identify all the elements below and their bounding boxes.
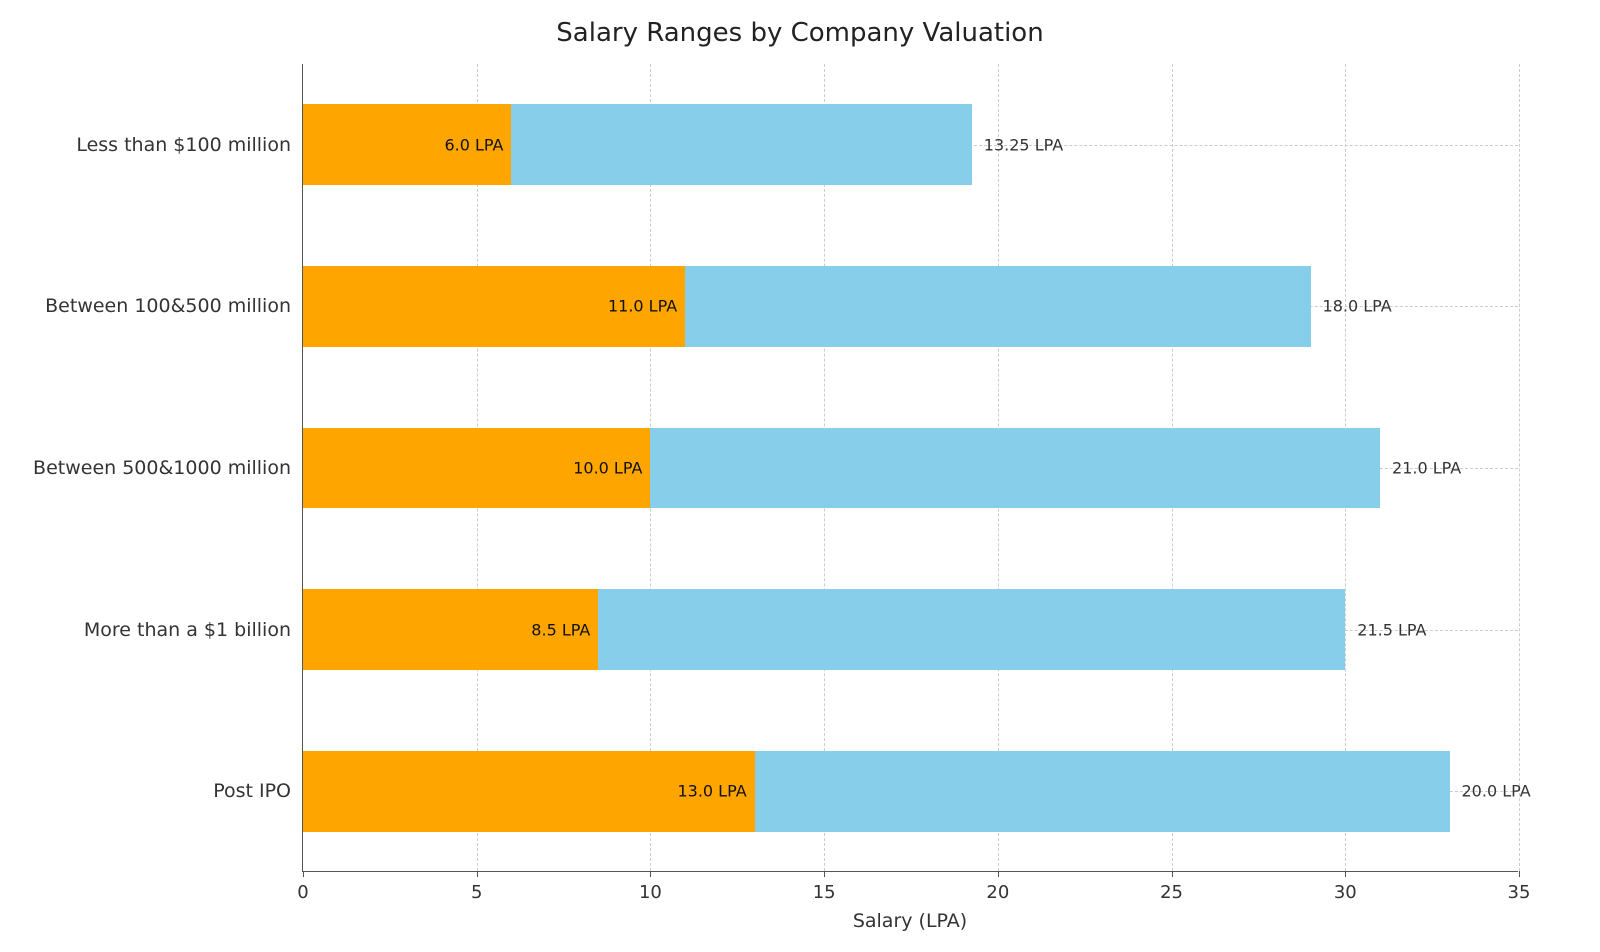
xtick-label: 30 — [1334, 882, 1357, 903]
xtick-mark — [303, 871, 304, 877]
bar-label-min: 8.5 LPA — [531, 620, 590, 639]
bar-label-range: 21.0 LPA — [1392, 459, 1461, 478]
x-axis-label: Salary (LPA) — [302, 910, 1518, 932]
bar-label-min: 11.0 LPA — [608, 297, 677, 316]
xtick-label: 35 — [1508, 882, 1531, 903]
bar-label-min: 13.0 LPA — [677, 782, 746, 801]
bar-label-range: 18.0 LPA — [1323, 297, 1392, 316]
bar-label-min: 6.0 LPA — [444, 135, 503, 154]
xtick-mark — [1172, 871, 1173, 877]
xtick-mark — [1519, 871, 1520, 877]
gridline-vertical — [1519, 64, 1520, 871]
ytick-label: Between 500&1000 million — [33, 457, 291, 479]
bar-segment-range — [511, 104, 971, 185]
plot-area: 05101520253035Less than $100 million6.0 … — [302, 64, 1518, 872]
bar-label-range: 13.25 LPA — [984, 135, 1063, 154]
bar-segment-range — [598, 589, 1345, 670]
xtick-label: 20 — [986, 882, 1009, 903]
xtick-mark — [998, 871, 999, 877]
xtick-label: 15 — [813, 882, 836, 903]
bar-label-min: 10.0 LPA — [573, 459, 642, 478]
xtick-mark — [824, 871, 825, 877]
bar-label-range: 20.0 LPA — [1462, 782, 1531, 801]
bar-segment-range — [755, 751, 1450, 832]
bar-segment-range — [650, 428, 1380, 509]
bar-label-range: 21.5 LPA — [1357, 620, 1426, 639]
ytick-label: Less than $100 million — [76, 134, 291, 156]
xtick-mark — [650, 871, 651, 877]
ytick-label: More than a $1 billion — [84, 619, 291, 641]
chart-container: Salary Ranges by Company Valuation 05101… — [0, 0, 1600, 952]
xtick-mark — [477, 871, 478, 877]
bar-segment-range — [685, 266, 1310, 347]
xtick-mark — [1345, 871, 1346, 877]
xtick-label: 25 — [1160, 882, 1183, 903]
xtick-label: 0 — [297, 882, 308, 903]
xtick-label: 5 — [471, 882, 482, 903]
ytick-label: Between 100&500 million — [45, 295, 291, 317]
chart-title: Salary Ranges by Company Valuation — [0, 18, 1600, 48]
xtick-label: 10 — [639, 882, 662, 903]
ytick-label: Post IPO — [213, 780, 291, 802]
